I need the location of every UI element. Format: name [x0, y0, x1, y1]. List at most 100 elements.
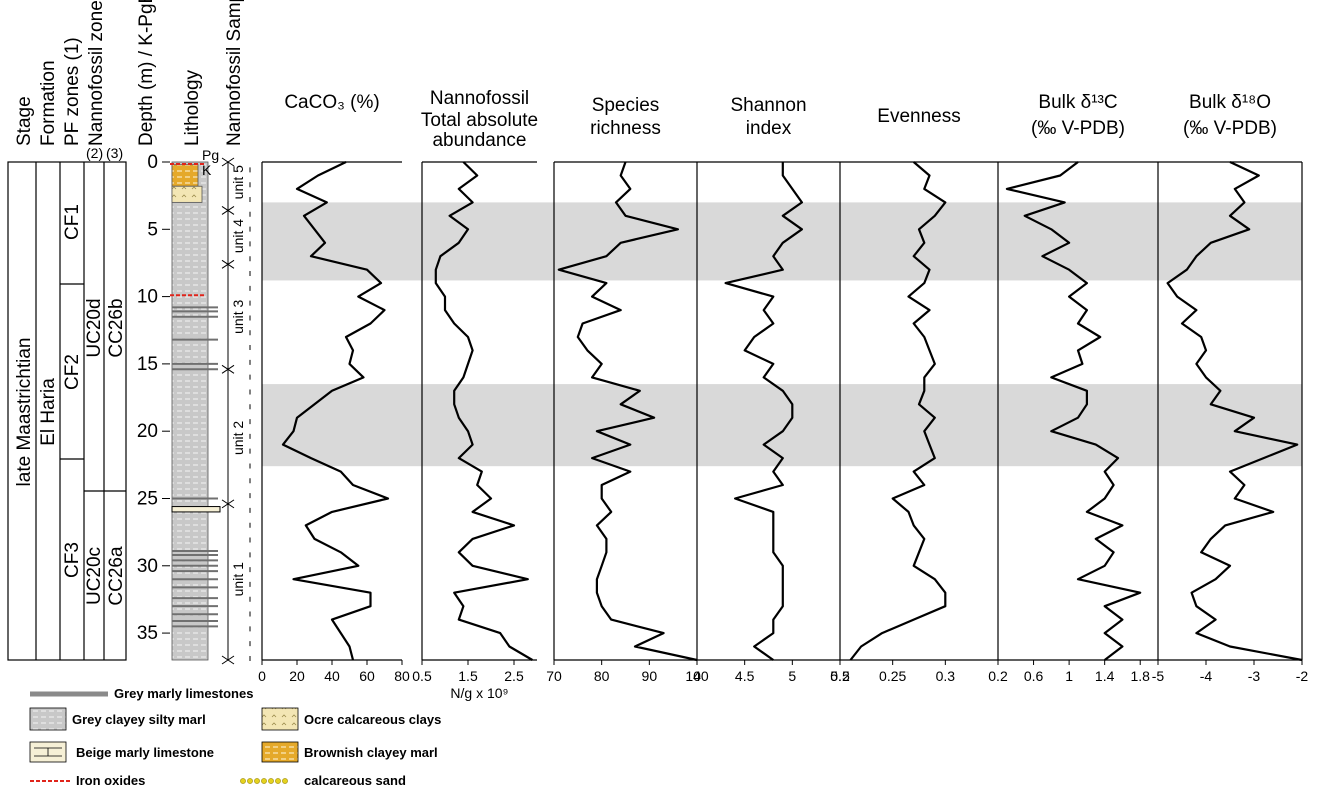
unit-boundary-mark [221, 655, 235, 665]
panel-title: Total absolute [421, 110, 538, 131]
unit-label-3: unit 3 [230, 299, 246, 333]
legend-label-beige-marly-limestone: Beige marly limestone [76, 745, 214, 760]
x-tick-label: 60 [359, 668, 375, 684]
legend-swatch-brownish-clayey-marl [261, 741, 299, 763]
sand-dot [247, 778, 253, 784]
series-line-5 [849, 161, 947, 661]
lithology-column: PgK [170, 147, 221, 661]
litho-ocre-clays [171, 185, 203, 203]
panel-title: Species [592, 95, 660, 116]
panel-6: Bulk δ¹³C (‰ V-PDB) 0.2 0.6 1 1.4 1.8 [988, 92, 1158, 684]
legend-label-grey-marly-limestones: Grey marly limestones [114, 686, 253, 701]
x-tick-label: 0.5 [412, 668, 432, 684]
x-tick-label: 70 [546, 668, 562, 684]
x-tick-label: -4 [1200, 668, 1213, 684]
formation-label: El Haria [38, 378, 59, 446]
unit-label-2: unit 2 [230, 421, 246, 455]
litho-beige-limestone [171, 506, 221, 513]
x-tick-label: 1 [1065, 668, 1073, 684]
depth-tick-label: 25 [137, 488, 158, 509]
x-tick-label: 5 [788, 668, 796, 684]
legend-swatch-calcareous-sand [240, 778, 288, 784]
x-tick-label: 4 [693, 668, 701, 684]
unit-label-4: unit 4 [230, 219, 246, 253]
panel-title: CaCO₃ (%) [284, 92, 379, 113]
nannofossil-zones-title: Nannofossil zones [86, 0, 107, 146]
highlight-bands [262, 202, 1302, 467]
x-tick-label: 0.6 [1024, 668, 1044, 684]
panel-7: Bulk δ¹⁸O (‰ V-PDB) -5 -4 -3 -2 [1152, 92, 1309, 684]
x-tick-label: 4.5 [735, 668, 755, 684]
legend-label-brownish-clayey-marl: Brownish clayey marl [304, 745, 438, 760]
unit-boundary-mark [221, 499, 235, 509]
x-tick-label: 1.8 [1130, 668, 1150, 684]
zone-ref-2: (2) [86, 145, 103, 161]
panel-title: (‰ V-PDB) [1183, 118, 1277, 139]
pf-zone-cf2: CF2 [62, 354, 83, 390]
zone-ref-3: (3) [106, 145, 123, 161]
series-line-7 [1166, 161, 1303, 662]
sand-dot [261, 778, 267, 784]
series-line-2 [434, 161, 533, 661]
series-line-1 [281, 161, 390, 661]
x-tick-label: 80 [394, 668, 410, 684]
boundary-label-pg: Pg [202, 147, 219, 163]
x-tick-label: 90 [642, 668, 658, 684]
x-tick-label: -5 [1152, 668, 1165, 684]
panel-title: abundance [432, 130, 526, 151]
panel-xlabel: N/g x 10⁹ [450, 685, 508, 701]
unit-boundary-mark [221, 157, 235, 167]
unit-boundary-mark [221, 206, 235, 215]
depth-tick-label: 15 [137, 354, 158, 375]
panel-title: Shannon [730, 95, 806, 116]
panel-title: Nannofossil [430, 88, 529, 109]
x-tick-label: 2.5 [504, 668, 524, 684]
depth-tick-label: 0 [147, 152, 158, 173]
x-tick-label: 0.25 [879, 668, 906, 684]
col-title-nannofossil-zones: Nannofossil zones [86, 0, 107, 146]
col-title-pf-zones: PF zones (1) [62, 37, 83, 146]
panel-5: Evenness 0.2 0.25 0.3 [830, 106, 998, 684]
legend-label-iron-oxides: Iron oxides [76, 773, 145, 788]
depth-tick-label: 20 [137, 421, 158, 442]
sand-dot [268, 778, 274, 784]
stage-label: late Maastrichtian [14, 338, 35, 487]
strat-columns [7, 161, 127, 661]
uc-zone-uc20d: UC20d [84, 298, 105, 357]
legend-swatch-ocre-calcareous-clays [261, 707, 299, 731]
panel-title: Bulk δ¹⁸O [1189, 92, 1271, 113]
sample-column: unit 5 unit 4 unit 3 unit 2 unit 1 [221, 157, 251, 665]
strat-labels: late Maastrichtian El Haria CF1 CF2 CF3 … [14, 204, 127, 606]
panel-title: richness [590, 118, 661, 139]
panel-title: index [746, 118, 792, 139]
unit-boundary-mark [221, 364, 235, 374]
depth-tick-label: 5 [147, 219, 158, 240]
x-tick-label: 1.4 [1095, 668, 1115, 684]
litho-grey-marl [171, 161, 209, 661]
panel-title: Bulk δ¹³C [1038, 92, 1117, 113]
pf-zone-cf1: CF1 [62, 204, 83, 240]
x-tick-label: 0.3 [936, 668, 956, 684]
depth-axis: 0 5 10 15 20 25 30 35 [137, 152, 170, 644]
highlight-band-2 [262, 384, 1302, 467]
boundary-label-k: K [202, 162, 212, 178]
col-title-nannofossil-samples: Nannofossil Samples [224, 0, 245, 146]
legend-label-grey-clayey-silty-marl: Grey clayey silty marl [72, 712, 206, 727]
panel-title: Evenness [877, 106, 960, 127]
col-title-stage: Stage [14, 96, 35, 146]
x-tick-label: 20 [289, 668, 305, 684]
x-tick-label: 0.2 [830, 668, 850, 684]
x-tick-label: 1.5 [458, 668, 478, 684]
x-tick-label: 0 [258, 668, 266, 684]
unit-label-5: unit 5 [230, 165, 246, 199]
depth-tick-label: 30 [137, 556, 158, 577]
series-line-4 [724, 162, 804, 661]
x-tick-label: -2 [1296, 668, 1309, 684]
cc-zone-cc26b: CC26b [106, 298, 127, 357]
col-title-lithology: Lithology [182, 69, 203, 146]
column-headers: Stage Formation PF zones (1) Nannofossil… [14, 0, 245, 161]
